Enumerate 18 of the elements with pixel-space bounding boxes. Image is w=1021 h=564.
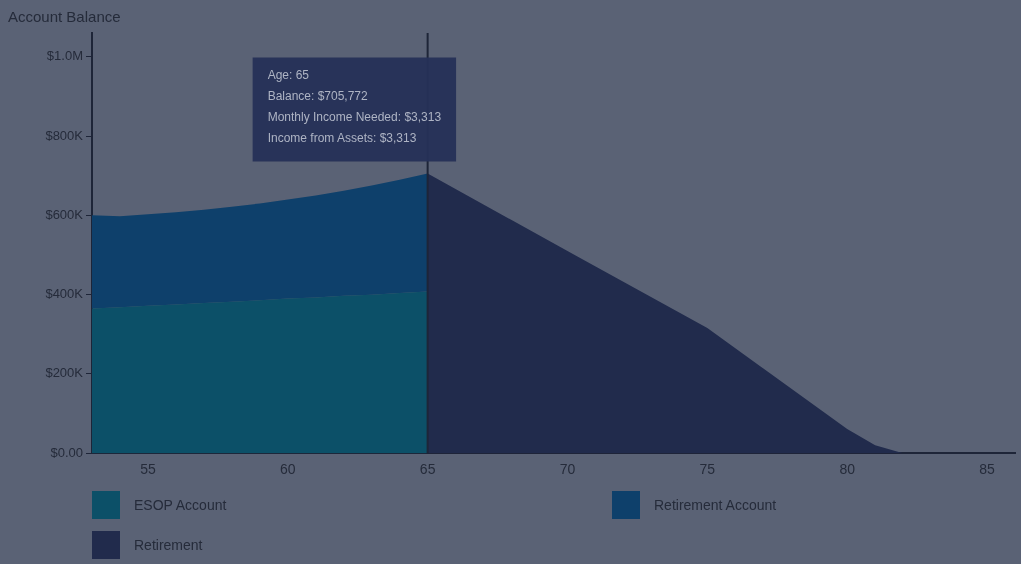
x-tick-label: 85 [979, 461, 996, 478]
x-tick-label: 65 [419, 461, 436, 478]
y-axis-title: Account Balance [8, 8, 121, 25]
annotation: Age: 65 Balance: $705,772 Monthly Income Needed: $3,313 Income from Assets: $3,313 [267, 67, 442, 145]
y-tick-label: $600K [45, 206, 84, 222]
y-tick-label: $400K [45, 286, 84, 302]
y-tick-label: $200K [45, 365, 84, 381]
legend-label: Retirement Account [654, 497, 777, 513]
x-tick-label: 60 [280, 461, 296, 478]
legend-label: Retirement [134, 537, 203, 553]
y-tick-label: $0.00 [50, 444, 83, 460]
x-tick-label: 70 [559, 461, 576, 478]
x-tick-label: 75 [699, 461, 716, 478]
y-tick-label: $800K [45, 127, 84, 143]
x-tick-label: 55 [140, 461, 156, 478]
y-tick-label: $1.0M [46, 48, 83, 64]
x-tick-label: 80 [839, 461, 856, 478]
legend-label: ESOP Account [134, 497, 227, 513]
